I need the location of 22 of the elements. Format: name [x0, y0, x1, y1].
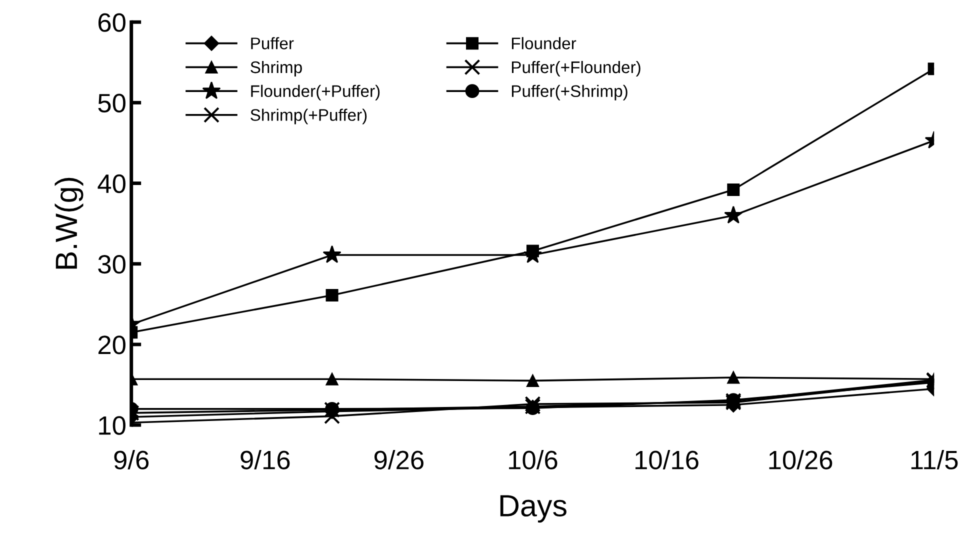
y-tick-label: 50 [98, 94, 126, 112]
legend-label: Shrimp [250, 60, 302, 76]
legend-label: Flounder(+Puffer) [251, 84, 380, 100]
y-tick-label: 20 [98, 336, 126, 354]
y-tick-label: 60 [98, 13, 126, 32]
legend-label: Shrimp(+Puffer) [250, 108, 367, 124]
x-tick-label: 10/26 [769, 450, 832, 470]
x-axis-title: Days [500, 495, 566, 523]
x-tick-label: 9/26 [374, 450, 424, 470]
y-tick-label: 10 [99, 416, 126, 435]
x-tick-label: 9/6 [114, 450, 149, 470]
y-tick-label: 40 [98, 174, 126, 194]
legend-label: Flounder [512, 37, 576, 50]
x-tick-label: 11/5 [911, 450, 958, 470]
legend-label: Puffer(+Flounder) [512, 60, 640, 76]
y-tick-label: 30 [98, 254, 126, 274]
x-tick-label: 9/16 [240, 450, 290, 470]
legend-label: Puffer(+Shrimp) [512, 84, 628, 100]
x-tick-label: 10/6 [509, 450, 558, 470]
y-axis-title: B.W(g) [54, 178, 84, 269]
x-tick-label: 10/16 [636, 450, 698, 470]
legend-label: Puffer [251, 37, 294, 50]
